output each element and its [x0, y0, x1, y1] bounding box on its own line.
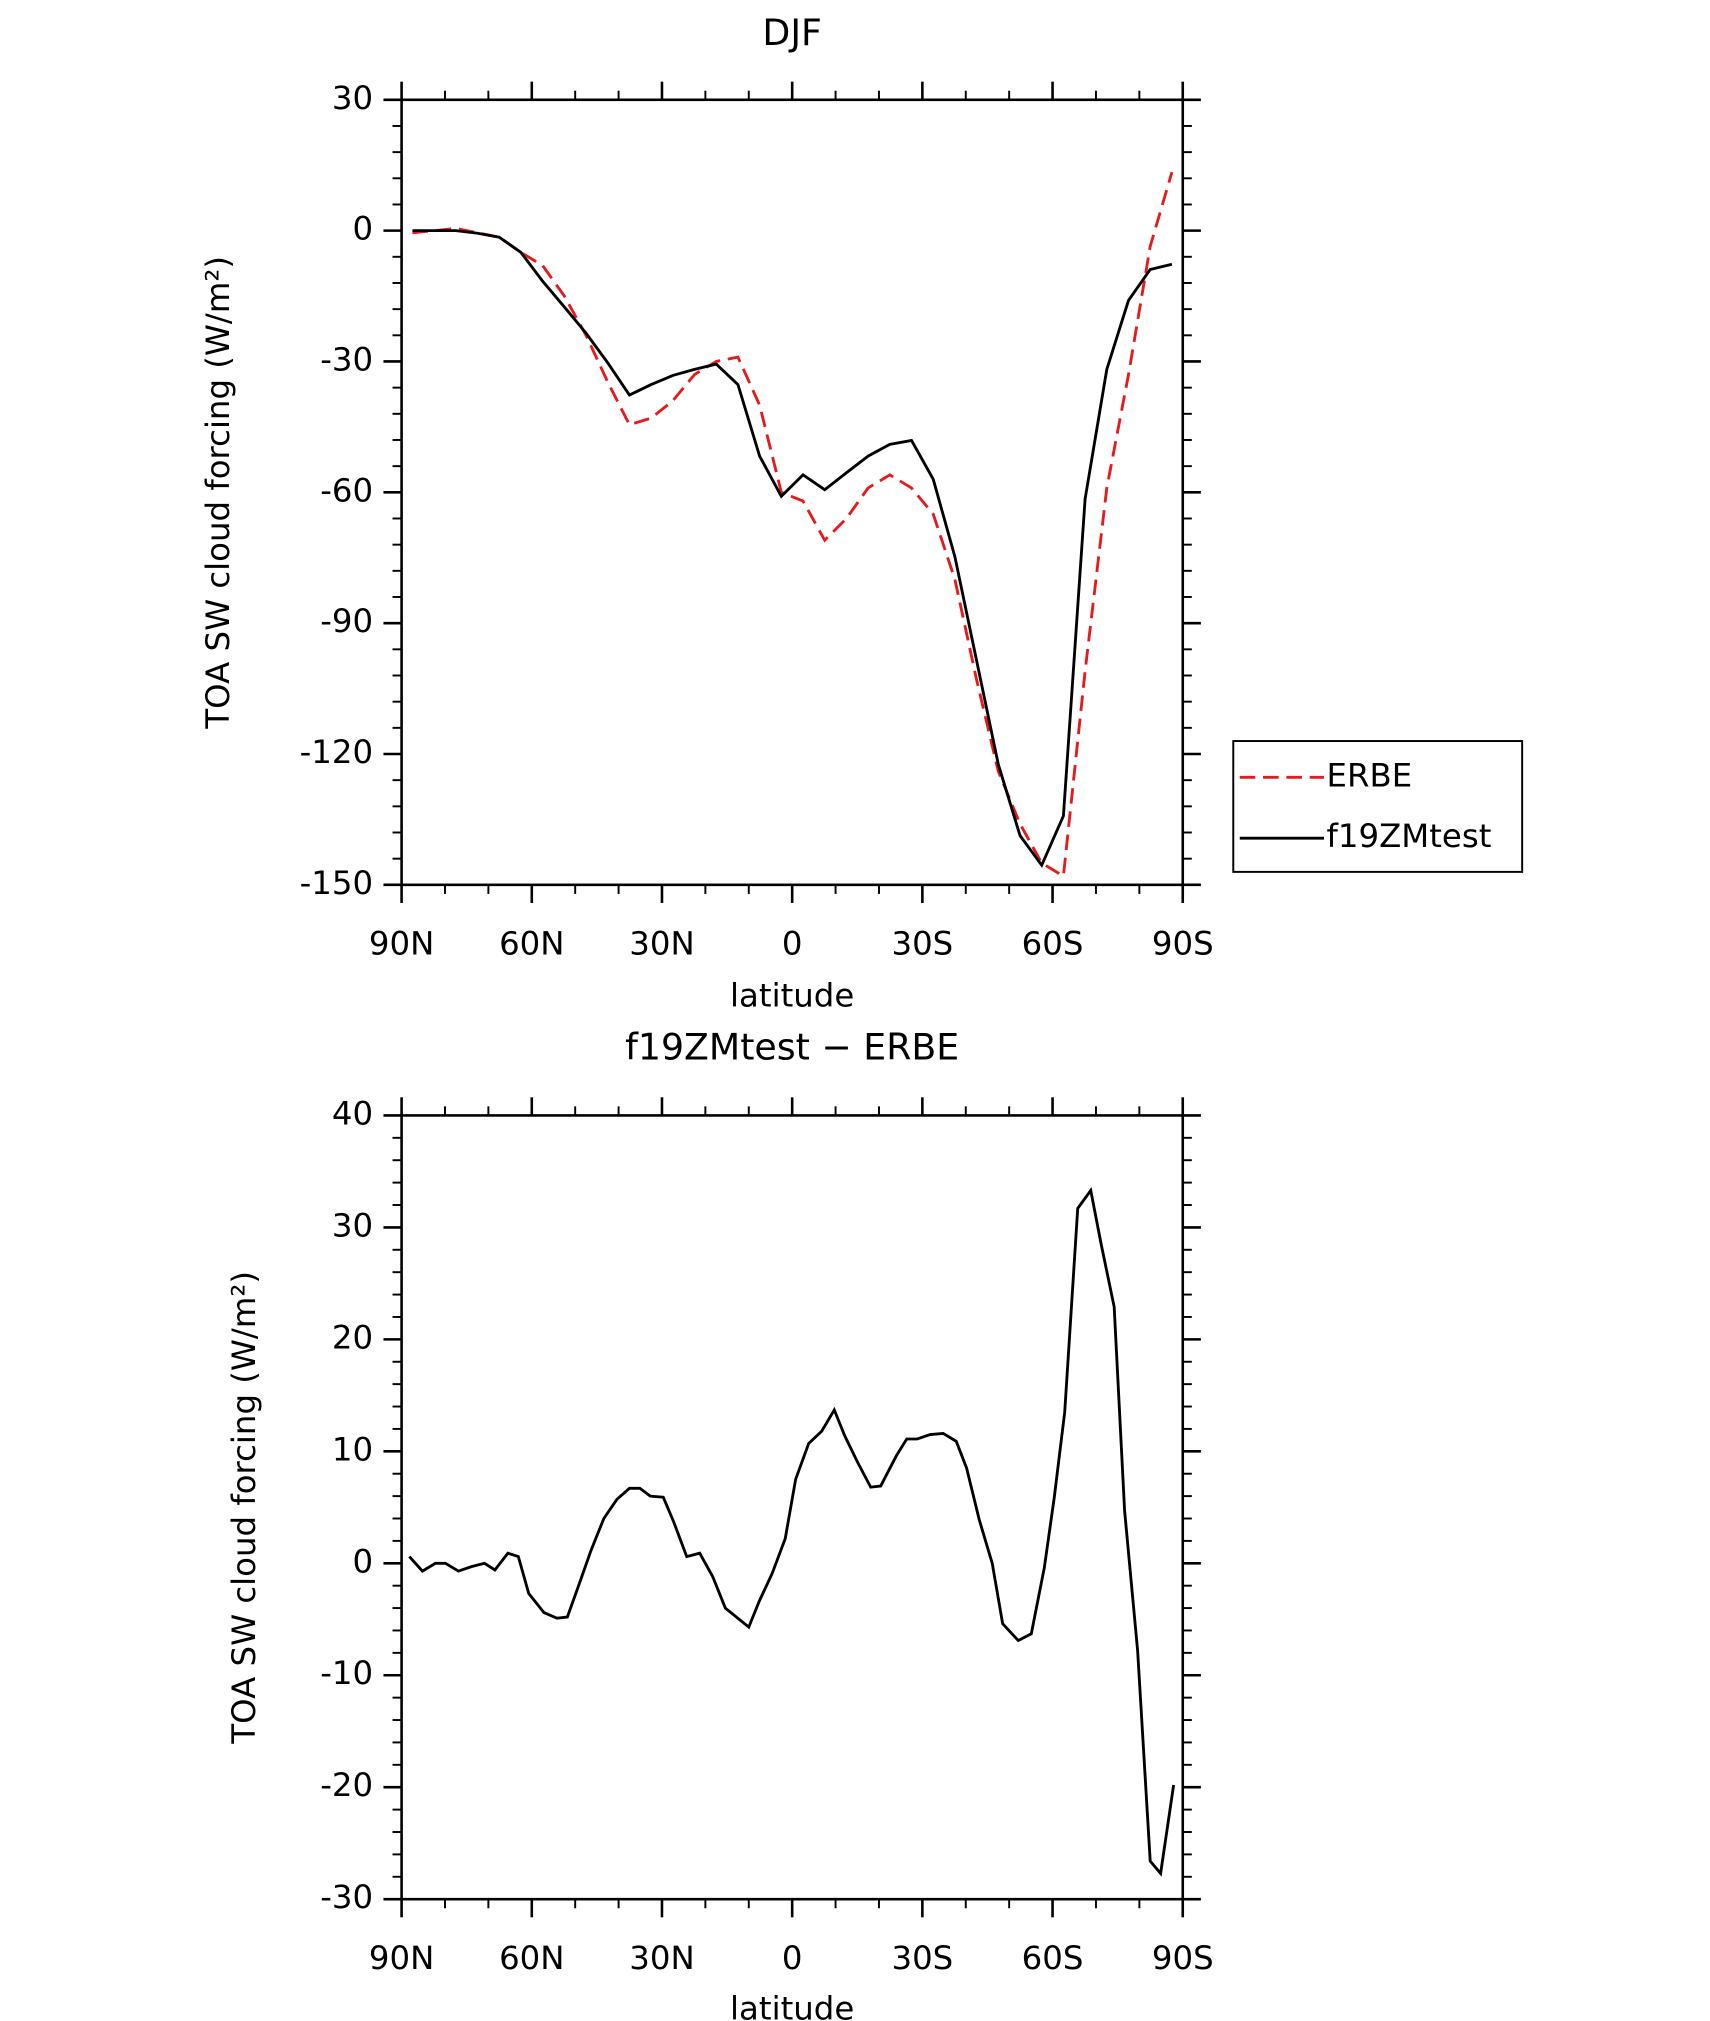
- x-tick-label: 60S: [1022, 925, 1084, 963]
- x-tick-label: 60N: [499, 1939, 564, 1977]
- x-tick-label: 30S: [891, 925, 953, 963]
- x-tick-label: 90S: [1152, 1939, 1214, 1977]
- y-tick-label: -30: [320, 340, 373, 378]
- legend-box: [1232, 740, 1524, 873]
- x-tick-label: 30N: [629, 925, 694, 963]
- y-tick-label: 0: [352, 1542, 373, 1580]
- y-tick-label: -30: [320, 1878, 373, 1916]
- y-tick-label: 40: [332, 1094, 373, 1132]
- y-tick-label: -60: [320, 471, 373, 509]
- x-axis-label: latitude: [730, 977, 854, 1015]
- y-tick-label: -20: [320, 1766, 373, 1804]
- y-tick-label: -10: [320, 1654, 373, 1692]
- x-tick-label: 30S: [891, 1939, 953, 1977]
- data-line: [412, 171, 1174, 879]
- y-tick-label: 30: [332, 1206, 373, 1244]
- x-tick-label: 60S: [1022, 1939, 1084, 1977]
- data-line: [412, 229, 1173, 869]
- x-tick-label: 60N: [499, 925, 564, 963]
- y-tick-label: -120: [300, 733, 373, 771]
- y-tick-label: 20: [332, 1318, 373, 1356]
- x-tick-label: 90N: [369, 1939, 434, 1977]
- x-tick-label: 0: [782, 925, 803, 963]
- x-tick-label: 90N: [369, 925, 434, 963]
- x-axis-label: latitude: [730, 1990, 854, 2021]
- x-tick-label: 30N: [629, 1939, 694, 1977]
- x-tick-label: 0: [782, 1939, 803, 1977]
- chart-title: f19ZMtest − ERBE: [625, 1025, 959, 1068]
- chart-title: DJF: [762, 11, 821, 54]
- y-tick-label: 0: [352, 210, 373, 248]
- y-axis-label: TOA SW cloud forcing (W/m²): [199, 256, 237, 730]
- legend-label: ERBE: [1327, 756, 1413, 794]
- data-line: [408, 1186, 1176, 1877]
- y-tick-label: 30: [332, 79, 373, 117]
- legend-label: f19ZMtest: [1327, 817, 1492, 855]
- x-tick-label: 90S: [1152, 925, 1214, 963]
- y-tick-label: -150: [300, 864, 373, 902]
- y-tick-label: 10: [332, 1430, 373, 1468]
- y-tick-label: -90: [320, 602, 373, 640]
- y-axis-label: TOA SW cloud forcing (W/m²): [225, 1271, 263, 1745]
